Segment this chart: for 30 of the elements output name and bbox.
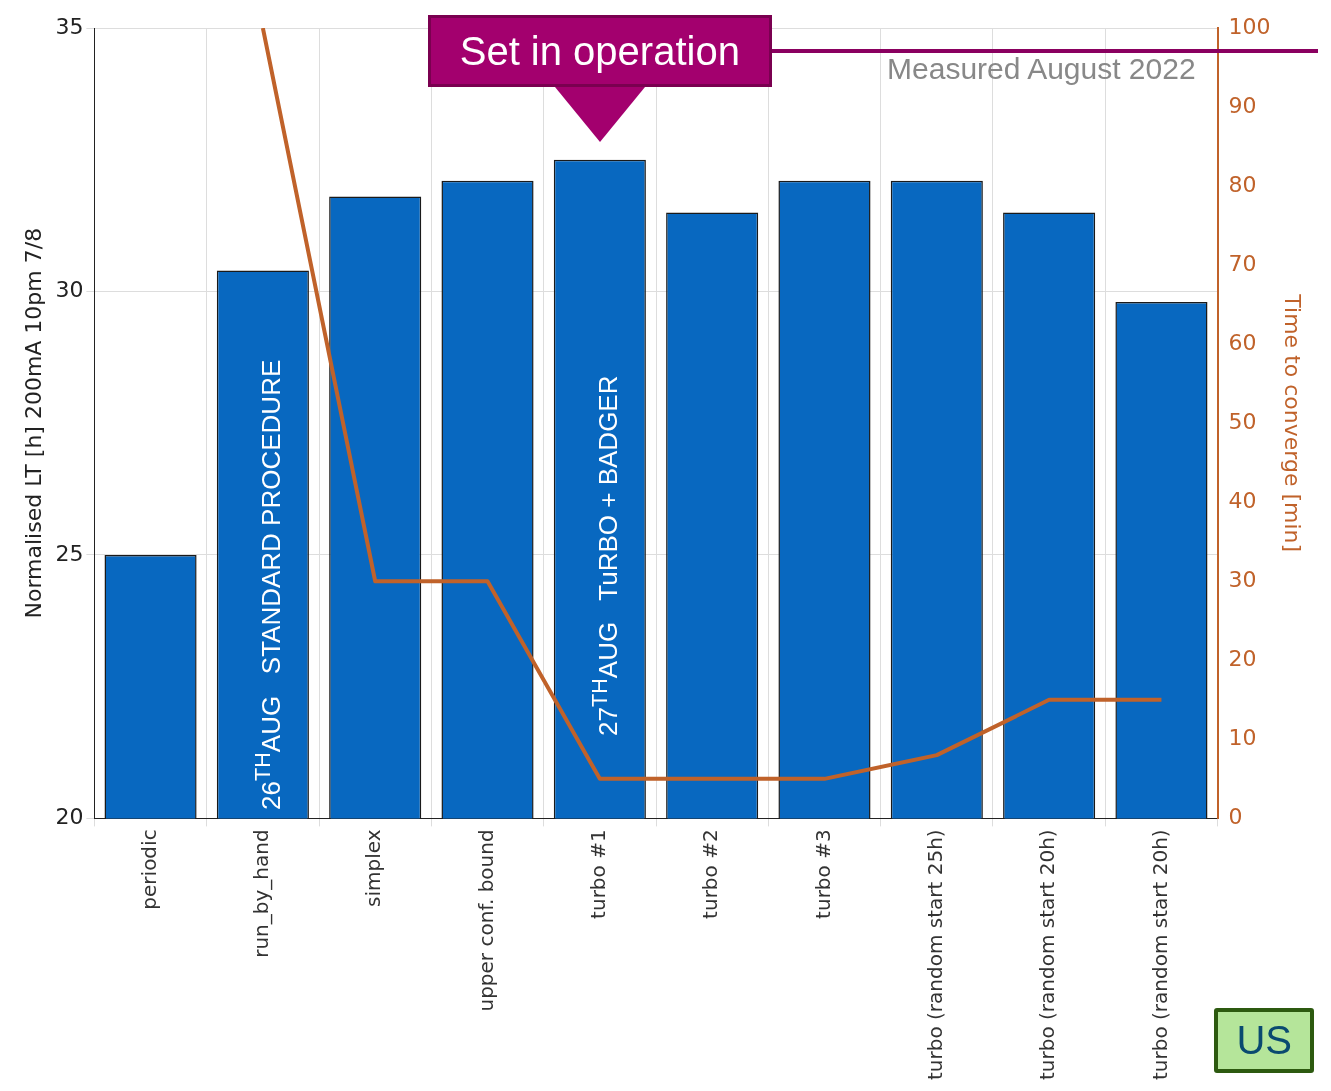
y2-tick-label: 50 bbox=[1228, 408, 1257, 434]
x-tick-label: upper conf. bound bbox=[473, 829, 498, 1012]
y2-axis-title: Time to converge [min] bbox=[1280, 293, 1306, 553]
y2-tick-label: 70 bbox=[1228, 250, 1257, 276]
y2-tick-label: 40 bbox=[1228, 487, 1257, 513]
y2-tick-label: 30 bbox=[1228, 566, 1257, 592]
y-tick-label: 25 bbox=[55, 540, 84, 566]
y2-tick-label: 90 bbox=[1228, 92, 1257, 118]
x-tick-label: turbo (random start 20h) bbox=[1147, 829, 1172, 1080]
text: US bbox=[1214, 1008, 1314, 1073]
x-tick-label: run_by_hand bbox=[249, 829, 274, 958]
x-tick-label: turbo #1 bbox=[586, 829, 611, 919]
x-tick-label: turbo (random start 20h) bbox=[1035, 829, 1060, 1080]
y2-tick-label: 100 bbox=[1228, 13, 1271, 39]
y2-tick-label: 20 bbox=[1228, 646, 1257, 672]
y-tick-label: 35 bbox=[55, 13, 84, 39]
y2-tick-label: 80 bbox=[1228, 171, 1257, 197]
x-tick-label: turbo (random start 25h) bbox=[923, 829, 948, 1080]
y2-tick-label: 60 bbox=[1228, 329, 1257, 355]
x-tick-label: simplex bbox=[361, 829, 386, 907]
y-axis-title: Normalised LT [h] 200mA 10pm 7/8 bbox=[20, 227, 46, 619]
x-tick-label: turbo #3 bbox=[810, 829, 835, 919]
y2-tick-label: 10 bbox=[1228, 725, 1257, 751]
y2-tick-label: 0 bbox=[1228, 804, 1243, 830]
x-tick-label: periodic bbox=[136, 829, 161, 910]
y-tick-label: 20 bbox=[55, 804, 84, 830]
annotation: Set in operation bbox=[427, 14, 772, 87]
y-tick-label: 30 bbox=[55, 277, 84, 303]
annotation: Measured August 2022 bbox=[887, 52, 1196, 86]
x-tick-label: turbo #2 bbox=[698, 829, 723, 919]
